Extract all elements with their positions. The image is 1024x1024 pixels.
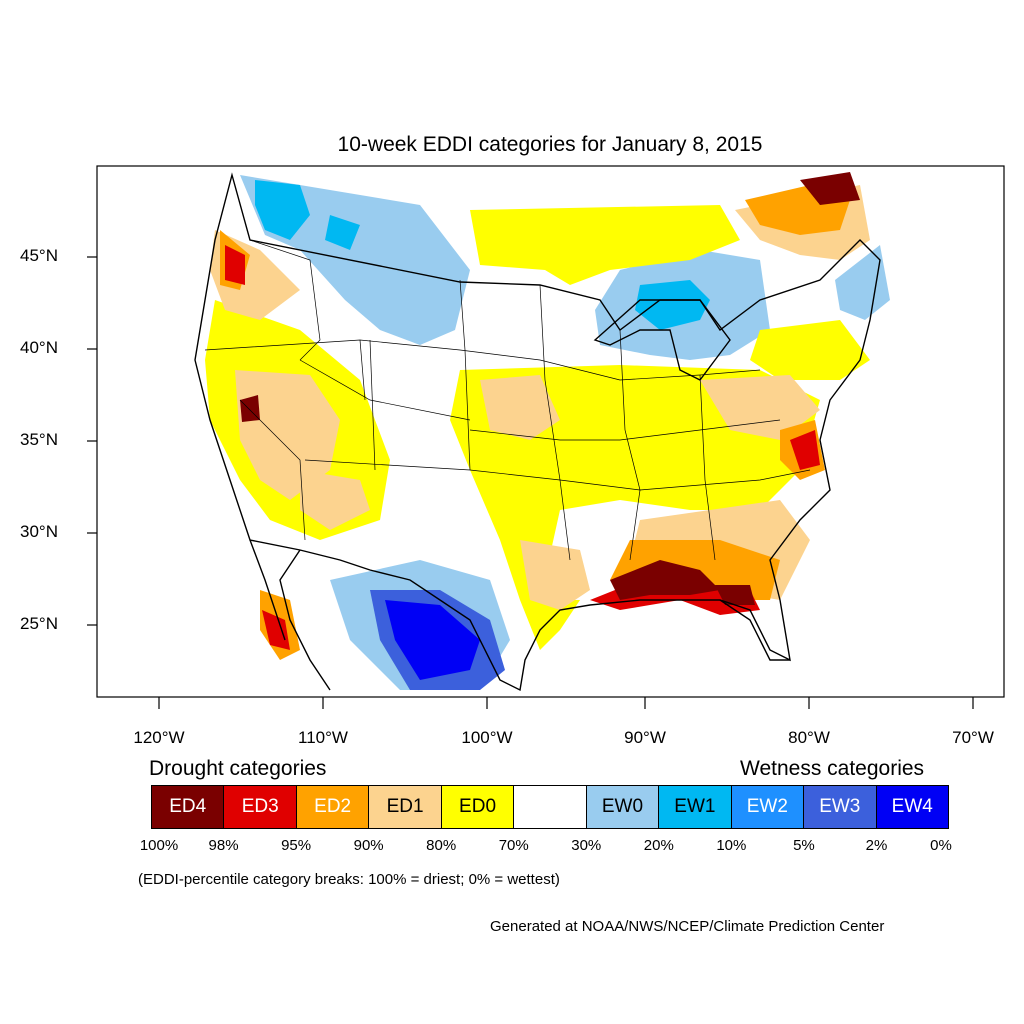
region-ed0-northern-plains (470, 205, 740, 285)
category-note: (EDDI-percentile category breaks: 100% =… (138, 871, 560, 888)
percentile-label: 30% (571, 837, 602, 854)
percentile-label: 5% (793, 837, 815, 854)
region-ew1-northwest-2 (325, 215, 360, 250)
region-ed3-baja (262, 610, 290, 650)
region-ew4-mexico (385, 600, 480, 680)
lat-label-35: 35°N (20, 430, 58, 449)
great-lakes (593, 299, 731, 381)
lat-label-30: 30°N (20, 522, 58, 541)
legend-box-ed2: ED2 (296, 786, 370, 828)
percentile-label: 100% (139, 837, 179, 854)
region-ed3-carolina (790, 430, 820, 470)
region-ed0-northeast (750, 320, 870, 380)
legend-box-ew0: EW0 (586, 786, 660, 828)
state-lines (204, 239, 811, 561)
percentile-label: 0% (930, 837, 952, 854)
percentile-label: 90% (353, 837, 384, 854)
drought-heading: Drought categories (149, 757, 327, 780)
lon-label-80: 80°W (788, 728, 830, 747)
percentile-label: 20% (643, 837, 674, 854)
us-outline (194, 172, 881, 692)
legend-box-ed4: ED4 (152, 786, 225, 828)
legend-box-ed1: ED1 (369, 786, 442, 828)
boundaries (194, 172, 881, 692)
baja (249, 539, 286, 641)
lat-label-40: 40°N (20, 338, 58, 357)
legend-box-ew2: EW2 (731, 786, 805, 828)
region-ed3-pacific (225, 245, 245, 285)
percentile-label: 80% (426, 837, 457, 854)
percentile-label: 95% (281, 837, 312, 854)
region-ew1-northwest (255, 180, 310, 240)
region-ed1-great-basin (235, 370, 340, 500)
region-ed1-southwest (300, 470, 370, 530)
credit-line: Generated at NOAA/NWS/NCEP/Climate Predi… (490, 918, 885, 935)
region-ed1-central (480, 375, 560, 440)
lat-label-45: 45°N (20, 246, 58, 265)
legend-box-ew3: EW3 (804, 786, 877, 828)
ticks (87, 256, 974, 709)
legend-box-ew4: EW4 (876, 786, 948, 828)
region-ed1-ohio (700, 375, 820, 440)
wetness-heading: Wetness categories (740, 757, 925, 780)
lon-label-70: 70°W (952, 728, 994, 747)
lon-label-100: 100°W (461, 728, 513, 747)
florida (719, 599, 790, 661)
map-title: 10-week EDDI categories for January 8, 2… (337, 133, 763, 156)
lon-label-110: 110°W (298, 728, 348, 747)
region-ed1-texas (520, 540, 590, 610)
category-legend: ED4 ED3 ED2 ED1 ED0 EW0 EW1 EW2 EW3 EW4 (151, 785, 949, 829)
region-ew0-northeast (835, 245, 890, 320)
percentile-label: 2% (865, 837, 888, 854)
region-ew1-great-lakes (635, 280, 710, 330)
percentile-label: 10% (716, 837, 747, 854)
percentile-label: 98% (208, 837, 239, 854)
legend-box-ed0: ED0 (441, 786, 515, 828)
map-frame (96, 165, 1005, 698)
region-ed4-gulf (610, 560, 720, 600)
lon-label-90: 90°W (624, 728, 666, 747)
legend-box-ew1: EW1 (659, 786, 732, 828)
mexico-coast (279, 549, 331, 691)
lon-label-120: 120°W (133, 728, 185, 747)
region-ed4-maine (800, 172, 860, 205)
legend-box-ed3: ED3 (224, 786, 297, 828)
category-regions (195, 170, 890, 690)
region-ed4-florida (715, 585, 755, 605)
percentile-label: 70% (498, 837, 529, 854)
legend-box-neutral (514, 786, 587, 828)
lat-label-25: 25°N (20, 614, 58, 633)
